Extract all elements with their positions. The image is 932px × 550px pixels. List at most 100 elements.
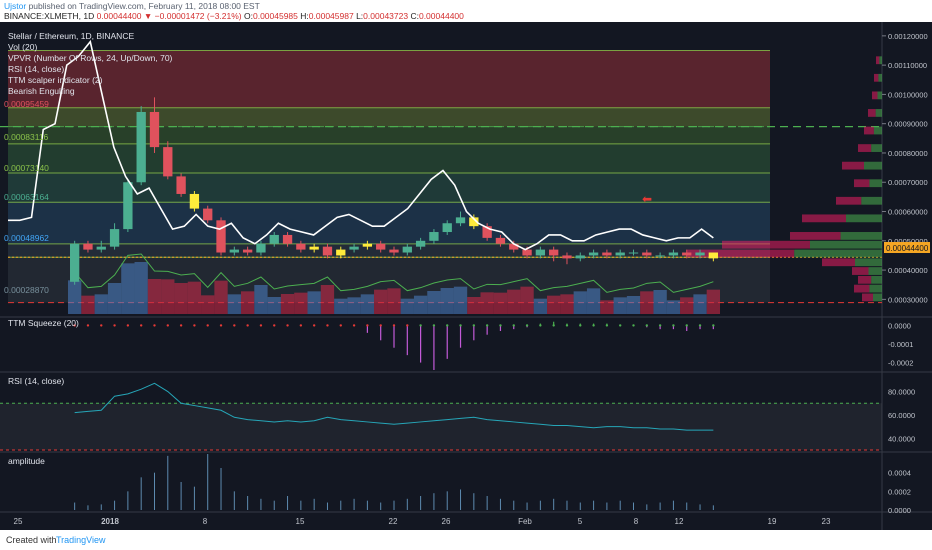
high-value: 0.00045987: [308, 11, 354, 21]
volume-bar: [467, 297, 481, 314]
price-tick-label: 0.00080000: [888, 149, 928, 158]
open-value: 0.00045985: [252, 11, 298, 21]
candle-body: [242, 249, 253, 253]
amplitude-tick-label: 0.0004: [888, 469, 911, 478]
vpvr-row-down: [858, 144, 872, 152]
candle-body: [602, 252, 612, 256]
volume-bar: [507, 289, 521, 314]
publish-line: Ujstor published on TradingView.com, Feb…: [4, 1, 260, 11]
legend-item-rsi[interactable]: RSI (14, close): [8, 64, 64, 74]
time-tick-label: 23: [822, 517, 831, 526]
squeeze-dot: [179, 324, 183, 327]
vpvr-row-down: [858, 275, 872, 284]
volume-bar: [320, 285, 335, 314]
candle-body: [282, 234, 293, 244]
squeeze-dot: [579, 324, 582, 327]
squeeze-pane-title[interactable]: TTM Squeeze (20): [8, 318, 79, 328]
last-price: 0.00044400: [96, 11, 142, 21]
vpvr-row-up: [840, 232, 882, 240]
rsi-line: [74, 382, 714, 431]
volume-bar: [653, 290, 667, 314]
volume-bar: [227, 294, 241, 314]
volume-bar: [254, 285, 268, 314]
candle-body: [415, 240, 426, 247]
vpvr-row-down: [872, 91, 878, 100]
volume-bar: [480, 292, 494, 314]
fib-labels: 0.00095459 0.00083116 0.00073140 0.00063…: [4, 99, 49, 295]
squeeze-dot: [512, 324, 515, 327]
legend-item-ttm-scalper[interactable]: TTM scalper indicator (2): [8, 75, 103, 85]
candle-body: [455, 217, 466, 224]
rsi-pane-title[interactable]: RSI (14, close): [8, 376, 64, 386]
squeeze-dot: [592, 324, 595, 327]
candle-body: [189, 193, 200, 209]
squeeze-dot: [273, 324, 276, 327]
legend-item-vol[interactable]: Vol (20): [8, 42, 37, 52]
squeeze-dot: [712, 324, 715, 327]
vpvr-row-up: [871, 275, 882, 284]
vpvr-row-down: [876, 56, 880, 65]
tradingview-logo[interactable]: TradingView: [56, 535, 106, 545]
candle-body: [269, 234, 279, 244]
volume-bar: [586, 288, 601, 314]
vpvr-row-down: [868, 109, 876, 117]
price-badge-bg: [884, 242, 930, 253]
candle-body: [389, 249, 399, 253]
volume-bar: [427, 291, 441, 314]
candle-body: [522, 249, 532, 256]
candle-body: [708, 252, 719, 259]
symbol-label: BINANCE:XLMETH, 1D: [4, 11, 95, 21]
chart-canvas[interactable]: 0.00120000 0.00110000 0.00100000 0.00090000…: [0, 22, 932, 530]
squeeze-dot: [698, 324, 702, 327]
squeeze-tick-label: -0.0002: [888, 359, 913, 368]
price-tick-label: 0.00040000: [888, 266, 928, 275]
low-label: L:: [356, 11, 364, 21]
amplitude-pane-title[interactable]: amplitude: [8, 456, 45, 466]
price-tick-label: 0.00110000: [888, 61, 927, 70]
squeeze-dot: [286, 324, 289, 327]
squeeze-dot: [672, 324, 675, 327]
squeeze-dot: [485, 324, 489, 327]
volume-bar: [520, 286, 534, 314]
candle-body: [309, 246, 319, 250]
vpvr-row-down: [862, 293, 873, 302]
squeeze-dot: [352, 324, 356, 327]
candle-body: [296, 243, 306, 250]
vpvr-row-up: [871, 144, 882, 152]
squeeze-dot: [432, 324, 436, 327]
volume-bar: [666, 300, 681, 314]
fib-zone: [8, 107, 770, 127]
squeeze-dot: [206, 324, 209, 327]
fib-label-3: 0.00073140: [4, 163, 49, 173]
vpvr-row-down: [864, 126, 874, 135]
squeeze-dot: [73, 324, 76, 327]
indicator-legend: Stellar / Ethereum, 1D, BINANCE Vol (20)…: [8, 31, 173, 96]
volume-bars: [68, 253, 720, 314]
volume-ma-line: [74, 253, 714, 293]
close-value: 0.00044400: [418, 11, 464, 21]
axes: 0.00120000 0.00110000 0.00100000 0.00090000…: [0, 32, 932, 526]
overlay-line: [8, 39, 714, 251]
price-badge: 0.00044400: [886, 244, 929, 253]
squeeze-dot: [645, 324, 649, 327]
candlesticks: [69, 97, 719, 285]
vpvr-row-down: [687, 249, 795, 258]
vpvr-row-down: [854, 179, 870, 188]
legend-item-bearish-engulfing[interactable]: Bearish Engulfing: [8, 86, 75, 96]
time-tick-label: 2018: [101, 517, 119, 526]
time-tick-label: 5: [578, 517, 583, 526]
candle-body: [402, 246, 412, 253]
candle-body: [628, 252, 639, 254]
squeeze-dot: [312, 324, 316, 327]
volume-bar: [94, 294, 108, 314]
candle-body: [655, 255, 665, 257]
fib-zone: [8, 243, 770, 258]
candle-body: [322, 246, 333, 256]
vpvr-row-up: [869, 284, 882, 293]
legend-item-vpvr[interactable]: VPVR (Number Of Rows, 24, Up/Down, 70): [8, 53, 173, 63]
squeeze-dot: [153, 324, 156, 327]
publisher-link[interactable]: Ujstor: [4, 1, 27, 11]
vpvr-row-down: [852, 267, 869, 275]
volume-bar: [360, 294, 375, 314]
volume-bar: [134, 262, 148, 314]
